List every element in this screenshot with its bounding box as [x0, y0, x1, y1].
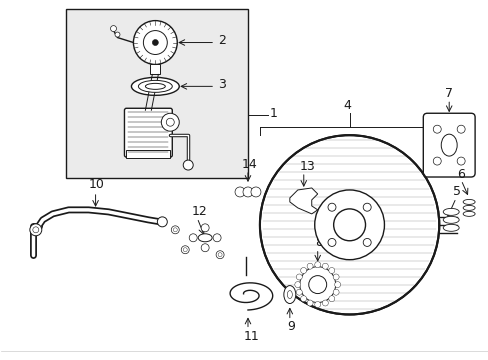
Ellipse shape: [138, 80, 172, 92]
Circle shape: [30, 224, 41, 236]
Circle shape: [456, 157, 464, 165]
Circle shape: [327, 238, 335, 247]
FancyBboxPatch shape: [423, 113, 474, 177]
Circle shape: [189, 234, 197, 242]
Ellipse shape: [462, 211, 474, 216]
Circle shape: [296, 274, 302, 280]
Circle shape: [456, 125, 464, 133]
Circle shape: [333, 209, 365, 241]
Circle shape: [166, 118, 174, 126]
Circle shape: [243, 187, 252, 197]
Text: 7: 7: [444, 87, 452, 100]
Circle shape: [322, 300, 327, 306]
Bar: [126, 150, 170, 158]
Ellipse shape: [442, 208, 458, 215]
Ellipse shape: [283, 285, 295, 303]
Ellipse shape: [462, 199, 474, 204]
Circle shape: [201, 224, 209, 232]
Text: 2: 2: [218, 34, 225, 47]
Circle shape: [432, 125, 440, 133]
Circle shape: [294, 282, 300, 288]
Text: 6: 6: [456, 167, 464, 180]
Circle shape: [183, 248, 187, 252]
Circle shape: [33, 227, 39, 233]
Circle shape: [300, 296, 306, 302]
Circle shape: [314, 262, 320, 268]
FancyBboxPatch shape: [124, 108, 172, 157]
Circle shape: [322, 263, 327, 269]
Circle shape: [332, 289, 338, 295]
Ellipse shape: [287, 291, 292, 298]
Text: 9: 9: [286, 320, 294, 333]
Polygon shape: [289, 188, 317, 214]
Circle shape: [432, 157, 440, 165]
Circle shape: [173, 228, 177, 232]
Circle shape: [161, 113, 179, 131]
Circle shape: [181, 246, 189, 254]
Ellipse shape: [442, 224, 458, 231]
Ellipse shape: [198, 234, 212, 242]
Circle shape: [328, 267, 334, 274]
Ellipse shape: [131, 77, 179, 95]
Circle shape: [201, 244, 209, 252]
Circle shape: [328, 296, 334, 302]
Text: 8: 8: [314, 236, 322, 249]
Circle shape: [152, 40, 158, 45]
Circle shape: [260, 135, 438, 315]
Circle shape: [115, 32, 120, 37]
Text: 12: 12: [191, 205, 206, 219]
Ellipse shape: [440, 134, 456, 156]
Circle shape: [143, 31, 167, 54]
Circle shape: [300, 267, 306, 274]
Text: 11: 11: [244, 330, 259, 343]
Text: 1: 1: [269, 107, 277, 120]
Circle shape: [110, 26, 116, 32]
Text: 5: 5: [452, 185, 460, 198]
Circle shape: [133, 21, 177, 64]
Circle shape: [314, 190, 384, 260]
Circle shape: [296, 289, 302, 295]
Bar: [65, 9, 247, 178]
Circle shape: [213, 234, 221, 242]
Circle shape: [157, 217, 167, 227]
Circle shape: [250, 187, 261, 197]
Circle shape: [363, 203, 370, 211]
Circle shape: [299, 267, 335, 302]
Circle shape: [332, 274, 338, 280]
Circle shape: [183, 160, 193, 170]
Circle shape: [334, 282, 340, 288]
Circle shape: [216, 251, 224, 259]
Circle shape: [306, 263, 312, 269]
Circle shape: [363, 238, 370, 247]
Bar: [150, 64, 160, 75]
Circle shape: [308, 276, 326, 293]
Ellipse shape: [462, 206, 474, 210]
Text: 13: 13: [299, 159, 315, 172]
Circle shape: [306, 300, 312, 306]
Text: 3: 3: [218, 78, 225, 91]
Text: 4: 4: [343, 99, 351, 112]
Circle shape: [218, 253, 222, 257]
Circle shape: [171, 226, 179, 234]
Ellipse shape: [442, 216, 458, 223]
Ellipse shape: [145, 84, 165, 89]
Text: 10: 10: [88, 179, 104, 192]
Circle shape: [314, 302, 320, 307]
Circle shape: [235, 187, 244, 197]
Circle shape: [327, 203, 335, 211]
Text: 14: 14: [242, 158, 257, 171]
